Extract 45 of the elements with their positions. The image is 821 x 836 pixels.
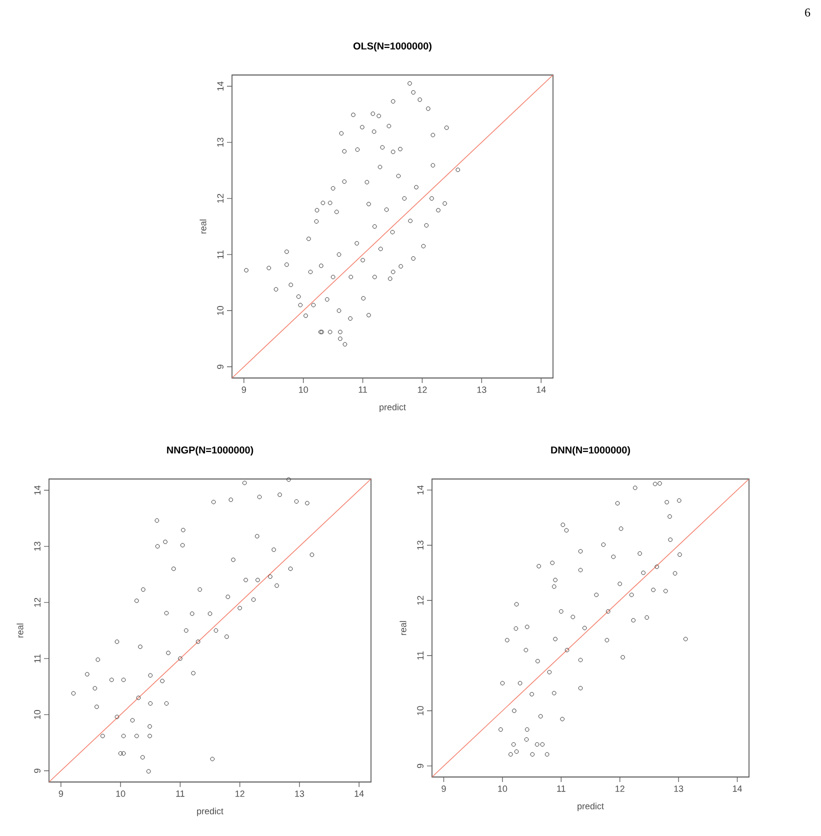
x-tick-label: 13 — [477, 386, 486, 393]
y-tick-label: 12 — [217, 194, 224, 203]
x-tick-label: 14 — [732, 786, 742, 792]
y-tick-label: 12 — [34, 598, 40, 607]
x-axis-title: predict — [578, 802, 604, 812]
text: 6 — [805, 8, 810, 17]
y-tick-label: 10 — [417, 706, 424, 716]
chart-title: NNGP(N=1000000) — [167, 446, 254, 456]
x-tick-label: 9 — [442, 786, 446, 792]
x-tick-label: 11 — [358, 386, 367, 393]
x-tick-label: 11 — [176, 790, 184, 797]
x-tick-label: 9 — [58, 790, 63, 797]
y-tick-label: 13 — [34, 542, 40, 551]
y-tick-label: 11 — [417, 651, 424, 660]
x-tick-label: 14 — [354, 790, 364, 797]
y-tick-label: 10 — [217, 306, 224, 315]
y-tick-label: 9 — [217, 364, 224, 369]
y-tick-label: 14 — [417, 485, 424, 494]
y-axis-title: real — [400, 621, 406, 635]
x-axis-title: predict — [197, 808, 224, 816]
y-axis-title: real — [16, 624, 24, 638]
y-tick-label: 9 — [34, 768, 40, 773]
x-tick-label: 13 — [295, 790, 304, 797]
y-tick-label: 12 — [417, 596, 424, 605]
x-tick-label: 12 — [616, 786, 624, 792]
y-tick-label: 13 — [417, 540, 424, 550]
chart-title: DNN(N=1000000) — [551, 446, 630, 456]
x-tick-label: 10 — [116, 790, 126, 797]
chart-title: OLS(N=1000000) — [353, 42, 432, 52]
y-tick-label: 14 — [217, 82, 224, 91]
y-tick-label: 9 — [417, 764, 424, 768]
y-tick-label: 10 — [34, 710, 40, 719]
x-tick-label: 12 — [236, 790, 244, 797]
y-axis-title: real — [200, 220, 206, 234]
y-tick-label: 14 — [34, 486, 40, 495]
x-tick-label: 11 — [557, 786, 566, 792]
x-tick-label: 10 — [498, 786, 508, 792]
x-tick-label: 13 — [674, 786, 684, 792]
y-tick-label: 13 — [217, 138, 224, 147]
y-tick-label: 11 — [34, 654, 40, 663]
x-tick-label: 14 — [536, 386, 546, 393]
x-tick-label: 9 — [242, 386, 246, 393]
y-tick-label: 11 — [217, 250, 224, 259]
x-tick-label: 10 — [299, 386, 308, 393]
x-axis-title: predict — [380, 404, 406, 412]
